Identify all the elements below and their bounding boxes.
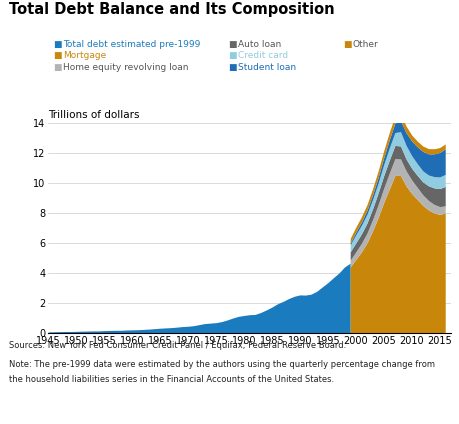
Text: Total Debt Balance and Its Composition: Total Debt Balance and Its Composition	[9, 2, 334, 17]
Text: Mortgage: Mortgage	[63, 51, 106, 61]
Text: ■: ■	[53, 51, 61, 61]
Text: ■: ■	[342, 40, 350, 49]
Text: ■: ■	[53, 40, 61, 49]
Text: Sources: New York Fed Consumer Credit Panel / Equifax; Federal Reserve Board.: Sources: New York Fed Consumer Credit Pa…	[9, 341, 346, 350]
Text: Note: The pre-1999 data were estimated by the authors using the quarterly percen: Note: The pre-1999 data were estimated b…	[9, 360, 434, 369]
Text: ■: ■	[227, 63, 235, 72]
Text: Auto loan: Auto loan	[237, 40, 280, 49]
Text: Home equity revolving loan: Home equity revolving loan	[63, 63, 188, 72]
Text: Trillions of dollars: Trillions of dollars	[48, 109, 140, 120]
Text: Other: Other	[352, 40, 378, 49]
Text: ■: ■	[227, 40, 235, 49]
Text: Credit card: Credit card	[237, 51, 287, 61]
Text: the household liabilities series in the Financial Accounts of the United States.: the household liabilities series in the …	[9, 375, 334, 384]
Text: ■: ■	[53, 63, 61, 72]
Text: Student loan: Student loan	[237, 63, 295, 72]
Text: ■: ■	[227, 51, 235, 61]
Text: Total debt estimated pre-1999: Total debt estimated pre-1999	[63, 40, 200, 49]
